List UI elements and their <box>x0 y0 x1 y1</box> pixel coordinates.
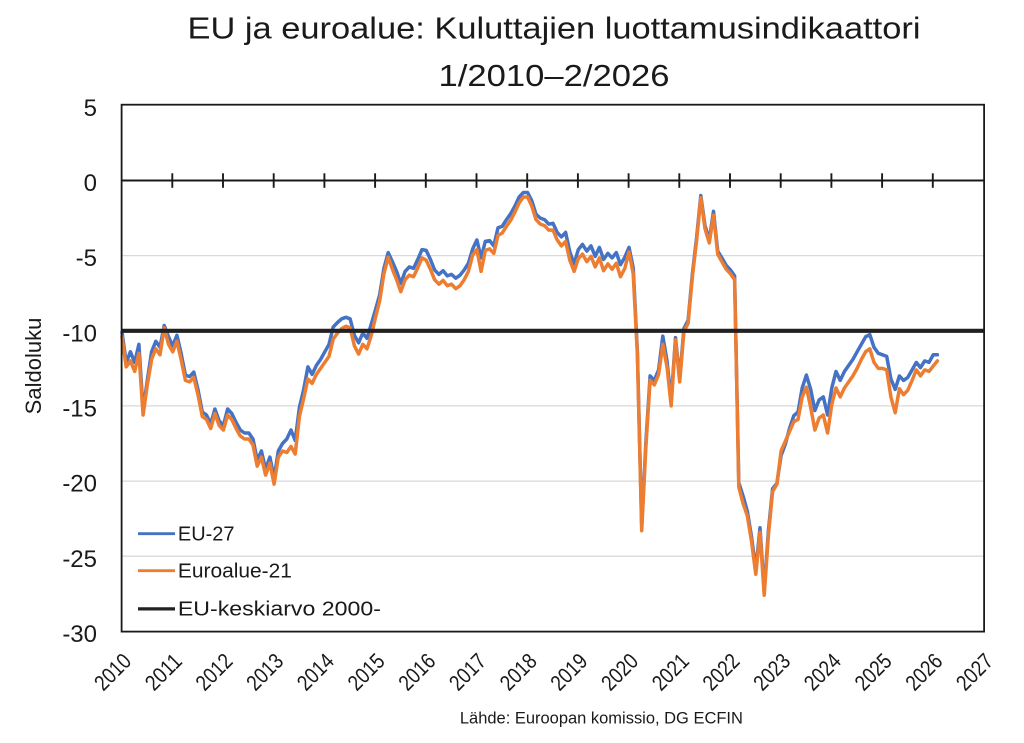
svg-text:EU-27: EU-27 <box>178 523 235 545</box>
svg-text:-30: -30 <box>62 621 97 648</box>
svg-text:EU ja euroalue: Kuluttajien lu: EU ja euroalue: Kuluttajien luottamusind… <box>188 11 921 46</box>
svg-text:EU-keskiarvo 2000-: EU-keskiarvo 2000- <box>178 599 381 621</box>
svg-text:Lähde: Euroopan komissio, DG E: Lähde: Euroopan komissio, DG ECFIN <box>460 709 743 728</box>
svg-text:5: 5 <box>84 95 97 122</box>
svg-text:-15: -15 <box>62 395 97 422</box>
svg-text:0: 0 <box>84 170 97 197</box>
svg-text:Saldoluku: Saldoluku <box>21 318 46 415</box>
svg-text:1/2010–2/2026: 1/2010–2/2026 <box>439 58 670 93</box>
svg-text:-20: -20 <box>62 471 97 498</box>
svg-text:Euroalue-21: Euroalue-21 <box>178 561 292 583</box>
svg-text:-25: -25 <box>62 546 97 573</box>
svg-text:-5: -5 <box>76 245 97 272</box>
svg-text:-10: -10 <box>62 320 97 347</box>
